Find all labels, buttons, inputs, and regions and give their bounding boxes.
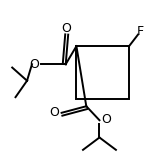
Text: F: F <box>137 25 144 38</box>
Text: O: O <box>101 113 111 126</box>
Text: O: O <box>30 58 39 71</box>
Text: O: O <box>62 22 72 35</box>
Text: O: O <box>49 106 59 119</box>
